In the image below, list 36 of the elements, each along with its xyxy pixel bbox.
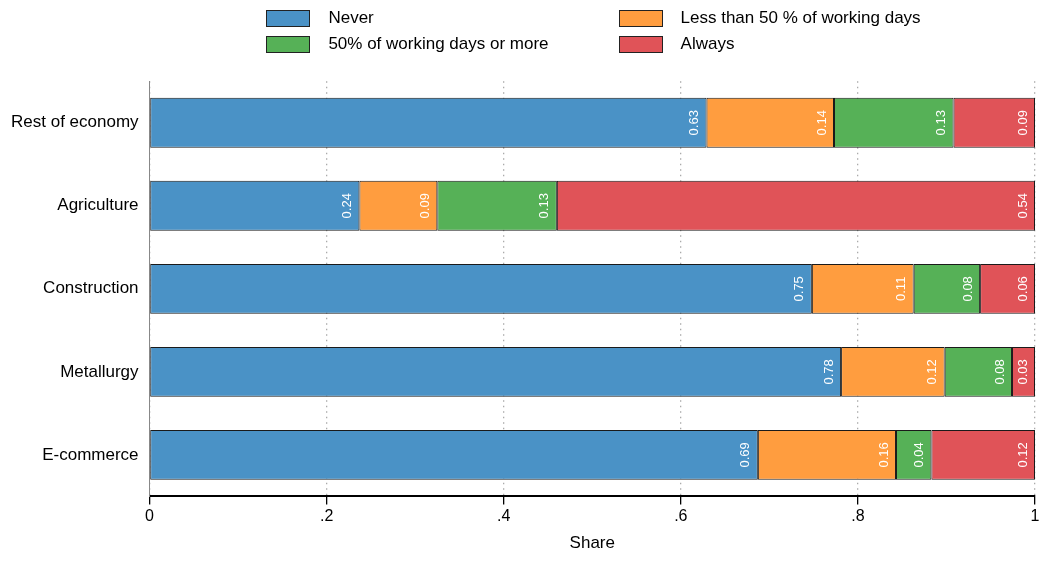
data-label: 0.13 xyxy=(933,110,949,136)
y-tick-label: Construction xyxy=(43,278,139,298)
data-label: 0.69 xyxy=(737,442,753,468)
y-tick-label: E-commerce xyxy=(42,444,139,464)
legend-label: Less than 50 % of working days xyxy=(680,8,921,28)
data-label: 0.04 xyxy=(910,442,926,468)
data-label: 0.24 xyxy=(338,193,354,219)
data-label: 0.12 xyxy=(924,359,940,385)
data-label: 0.08 xyxy=(991,359,1007,385)
data-label: 0.14 xyxy=(813,110,829,136)
x-axis-title: Share xyxy=(569,533,615,553)
data-label: 0.13 xyxy=(536,193,552,219)
y-tick-label: Metallurgy xyxy=(60,361,140,381)
data-label: 0.11 xyxy=(893,276,909,301)
data-label: 0.12 xyxy=(1014,442,1030,468)
legend-label: 50% of working days or more xyxy=(328,34,549,54)
data-label: 0.16 xyxy=(875,442,891,468)
data-label: 0.63 xyxy=(686,110,702,136)
data-label: 0.78 xyxy=(820,359,836,385)
data-label: 0.08 xyxy=(959,276,975,302)
data-label: 0.09 xyxy=(416,193,432,219)
x-tick-label: .4 xyxy=(497,507,511,525)
x-tick-label: 0 xyxy=(145,507,155,525)
data-label: 0.54 xyxy=(1014,193,1030,219)
x-tick-label: 1 xyxy=(1030,507,1040,525)
data-label: 0.09 xyxy=(1014,110,1030,136)
data-label: 0.03 xyxy=(1014,359,1030,385)
y-tick-label: Rest of economy xyxy=(11,112,140,132)
x-tick-label: .6 xyxy=(674,507,688,525)
y-tick-label: Agriculture xyxy=(57,195,139,215)
x-tick-label: .2 xyxy=(319,507,334,525)
legend-label: Always xyxy=(680,34,735,54)
data-label: 0.75 xyxy=(791,276,807,302)
legend-label: Never xyxy=(328,8,374,28)
x-tick-label: .8 xyxy=(851,507,865,525)
data-label: 0.06 xyxy=(1014,276,1030,302)
